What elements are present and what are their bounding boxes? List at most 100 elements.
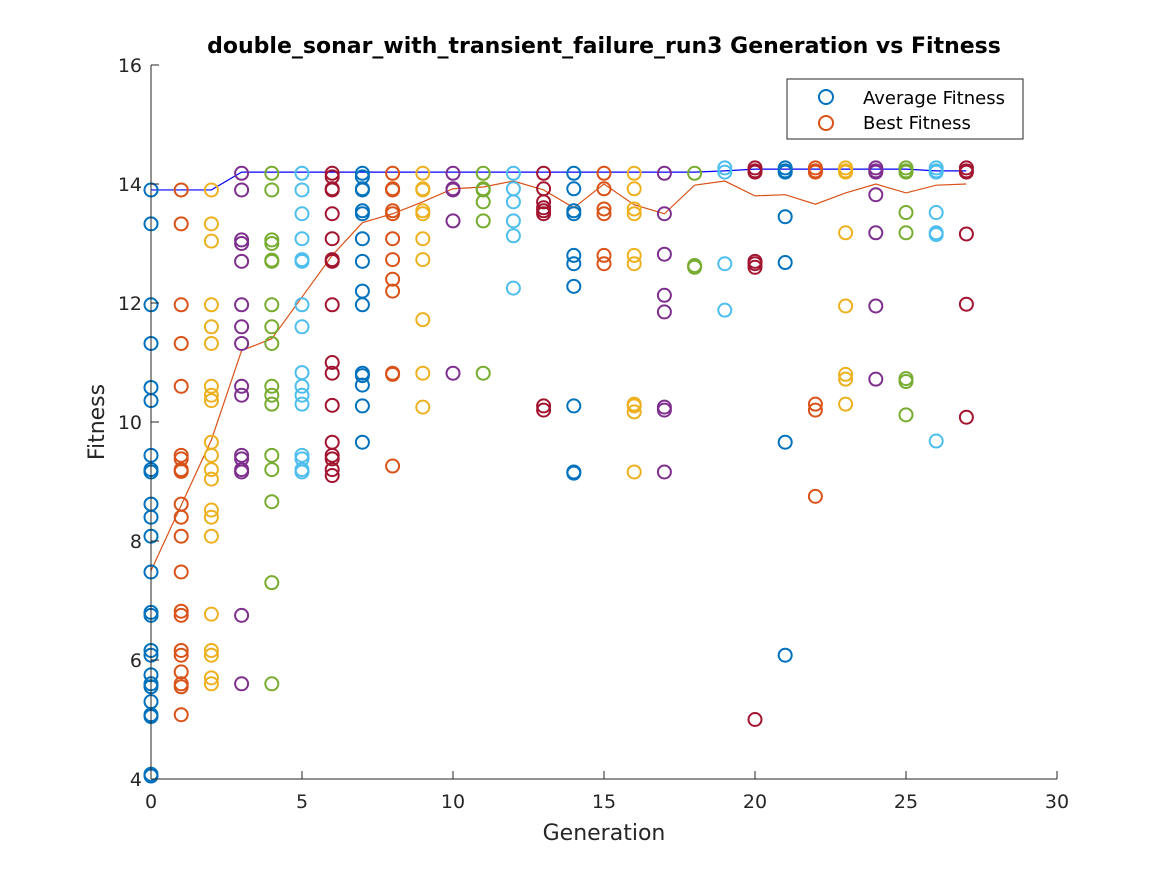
scatter-point bbox=[264, 396, 280, 412]
scatter-point bbox=[203, 462, 219, 478]
scatter-point bbox=[354, 182, 370, 198]
scatter-point bbox=[566, 165, 582, 181]
scatter-point bbox=[354, 368, 370, 384]
scatter-point bbox=[596, 247, 612, 263]
scatter-point bbox=[807, 402, 823, 418]
scatter-point bbox=[234, 676, 250, 692]
scatter-point bbox=[626, 201, 642, 217]
scatter-point bbox=[173, 182, 189, 198]
scatter-point bbox=[324, 253, 340, 269]
scatter-point bbox=[234, 378, 250, 394]
scatter-point bbox=[294, 319, 310, 335]
scatter-point bbox=[898, 374, 914, 390]
x-ticks: 0 5 10 15 20 25 30 bbox=[145, 771, 1069, 813]
scatter-point bbox=[958, 296, 974, 312]
scatter-point bbox=[173, 378, 189, 394]
scatter-point bbox=[838, 396, 854, 412]
scatter-point bbox=[566, 465, 582, 481]
scatter-point bbox=[807, 396, 823, 412]
scatter-point bbox=[626, 398, 642, 414]
scatter-point bbox=[566, 256, 582, 272]
scatter-point bbox=[445, 182, 461, 198]
y-tick-label: 6 bbox=[130, 650, 142, 672]
scatter-point bbox=[324, 468, 340, 484]
scatter-point bbox=[868, 187, 884, 203]
scatter-point bbox=[203, 509, 219, 525]
scatter-point bbox=[385, 165, 401, 181]
scatter-point bbox=[264, 575, 280, 591]
scatter-point bbox=[173, 216, 189, 232]
scatter-point bbox=[294, 231, 310, 247]
scatter-point bbox=[656, 165, 672, 181]
x-tick-label: 5 bbox=[296, 791, 308, 813]
y-tick-label: 4 bbox=[130, 769, 142, 791]
scatter-point bbox=[264, 165, 280, 181]
scatter-point bbox=[354, 206, 370, 222]
scatter-point bbox=[445, 365, 461, 381]
legend-marker-best bbox=[818, 115, 834, 131]
scatter-point bbox=[173, 564, 189, 580]
scatter-point bbox=[173, 509, 189, 525]
scatter-point bbox=[324, 206, 340, 222]
x-tick-label: 20 bbox=[743, 791, 767, 813]
scatter-point bbox=[536, 206, 552, 222]
scatter-point bbox=[203, 387, 219, 403]
x-tick-label: 10 bbox=[441, 791, 465, 813]
y-tick-label: 14 bbox=[118, 174, 142, 196]
scatter-point bbox=[294, 387, 310, 403]
scatter-point bbox=[173, 664, 189, 680]
scatter-point bbox=[173, 707, 189, 723]
scatter-point bbox=[687, 259, 703, 275]
scatter-point bbox=[203, 233, 219, 249]
scatter-point bbox=[505, 280, 521, 296]
scatter-point bbox=[203, 647, 219, 663]
x-axis-label: Generation bbox=[543, 821, 666, 846]
scatter-point bbox=[173, 603, 189, 619]
scatter-point bbox=[536, 398, 552, 414]
scatter-point bbox=[203, 319, 219, 335]
scatter-point bbox=[264, 182, 280, 198]
scatter-point bbox=[324, 297, 340, 313]
scatter-point bbox=[596, 181, 612, 197]
scatter-point bbox=[626, 464, 642, 480]
scatter-point bbox=[566, 203, 582, 219]
scatter-point bbox=[777, 164, 793, 180]
scatter-point bbox=[173, 647, 189, 663]
scatter-point bbox=[717, 164, 733, 180]
scatter-point bbox=[596, 201, 612, 217]
legend-label-best: Best Fitness bbox=[863, 113, 971, 134]
scatter-point bbox=[415, 312, 431, 328]
scatter-point bbox=[294, 365, 310, 381]
y-axis-label: Fitness bbox=[85, 384, 110, 460]
scatter-point bbox=[505, 194, 521, 210]
scatter-point bbox=[958, 164, 974, 180]
series-lines bbox=[150, 168, 967, 572]
scatter-point bbox=[294, 378, 310, 394]
scatter-point bbox=[234, 319, 250, 335]
scatter-point bbox=[385, 283, 401, 299]
series-line bbox=[150, 180, 967, 572]
scatter-point bbox=[656, 304, 672, 320]
scatter-point bbox=[958, 409, 974, 425]
scatter-point bbox=[385, 206, 401, 222]
scatter-point bbox=[536, 203, 552, 219]
scatter-point bbox=[354, 297, 370, 313]
scatter-point bbox=[415, 231, 431, 247]
scatter-point bbox=[868, 164, 884, 180]
scatter-point bbox=[898, 164, 914, 180]
scatter-point bbox=[385, 366, 401, 382]
scatter-point bbox=[173, 463, 189, 479]
scatter-point bbox=[385, 231, 401, 247]
scatter-point bbox=[234, 297, 250, 313]
scatter-point bbox=[294, 253, 310, 269]
scatter-point bbox=[475, 194, 491, 210]
scatter-point bbox=[173, 607, 189, 623]
scatter-point bbox=[354, 434, 370, 450]
scatter-point bbox=[354, 283, 370, 299]
scatter-point bbox=[928, 227, 944, 243]
legend: Average Fitness Best Fitness bbox=[786, 78, 1024, 140]
scatter-point bbox=[415, 365, 431, 381]
scatter-point bbox=[264, 494, 280, 510]
scatter-point bbox=[717, 256, 733, 272]
